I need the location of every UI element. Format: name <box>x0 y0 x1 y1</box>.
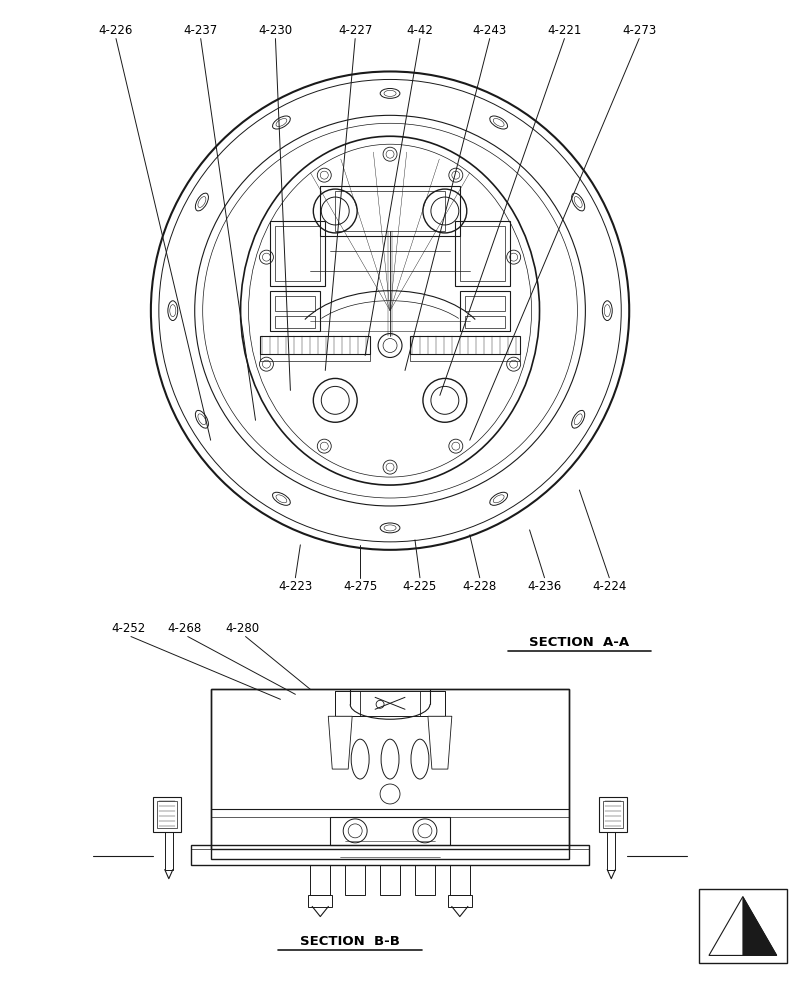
Bar <box>410 354 520 361</box>
Bar <box>460 226 505 281</box>
Text: 4-224: 4-224 <box>592 580 626 593</box>
Bar <box>330 817 450 845</box>
Bar <box>608 832 615 870</box>
Bar <box>165 832 173 870</box>
Bar <box>699 889 787 963</box>
Bar <box>450 865 469 895</box>
Text: 4-275: 4-275 <box>343 580 377 593</box>
Text: 4-225: 4-225 <box>403 580 437 593</box>
Bar <box>465 316 505 328</box>
Bar <box>191 845 589 865</box>
Text: 4-42: 4-42 <box>406 24 433 37</box>
Bar <box>271 221 326 286</box>
Text: 4-252: 4-252 <box>111 622 145 635</box>
Bar <box>335 691 445 716</box>
Bar <box>271 291 320 331</box>
Bar <box>211 689 570 849</box>
Bar <box>448 895 472 907</box>
Bar <box>211 689 570 859</box>
Text: 4-228: 4-228 <box>463 580 497 593</box>
Bar <box>460 291 510 331</box>
Bar <box>415 865 435 895</box>
Bar <box>260 354 370 361</box>
Bar <box>465 296 505 311</box>
Text: 4-226: 4-226 <box>99 24 133 37</box>
Bar <box>260 336 370 354</box>
Text: 4-227: 4-227 <box>338 24 372 37</box>
Polygon shape <box>709 897 776 955</box>
Polygon shape <box>328 716 352 769</box>
Bar <box>153 797 181 832</box>
Bar <box>276 316 315 328</box>
Text: SECTION  A-A: SECTION A-A <box>529 636 629 649</box>
Text: 4-230: 4-230 <box>259 24 292 37</box>
Bar <box>380 865 400 895</box>
Bar <box>455 221 510 286</box>
Bar <box>420 691 445 716</box>
Bar <box>310 865 330 895</box>
Text: 4-237: 4-237 <box>183 24 218 37</box>
Bar <box>604 801 623 828</box>
Polygon shape <box>428 716 452 769</box>
Text: 4-243: 4-243 <box>473 24 507 37</box>
Bar <box>276 226 320 281</box>
Text: 4-223: 4-223 <box>278 580 313 593</box>
Bar <box>600 797 627 832</box>
Bar <box>309 895 332 907</box>
Text: SECTION  B-B: SECTION B-B <box>301 935 400 948</box>
Text: 4-268: 4-268 <box>168 622 202 635</box>
Text: 4-221: 4-221 <box>547 24 582 37</box>
Polygon shape <box>743 897 776 955</box>
Text: 4-236: 4-236 <box>528 580 562 593</box>
Bar <box>335 691 360 716</box>
Bar <box>157 801 177 828</box>
Text: 4-273: 4-273 <box>622 24 656 37</box>
Text: 4-280: 4-280 <box>225 622 259 635</box>
Bar <box>320 186 460 236</box>
Bar <box>335 191 445 231</box>
Bar <box>345 865 365 895</box>
Bar <box>276 296 315 311</box>
Bar <box>410 336 520 354</box>
